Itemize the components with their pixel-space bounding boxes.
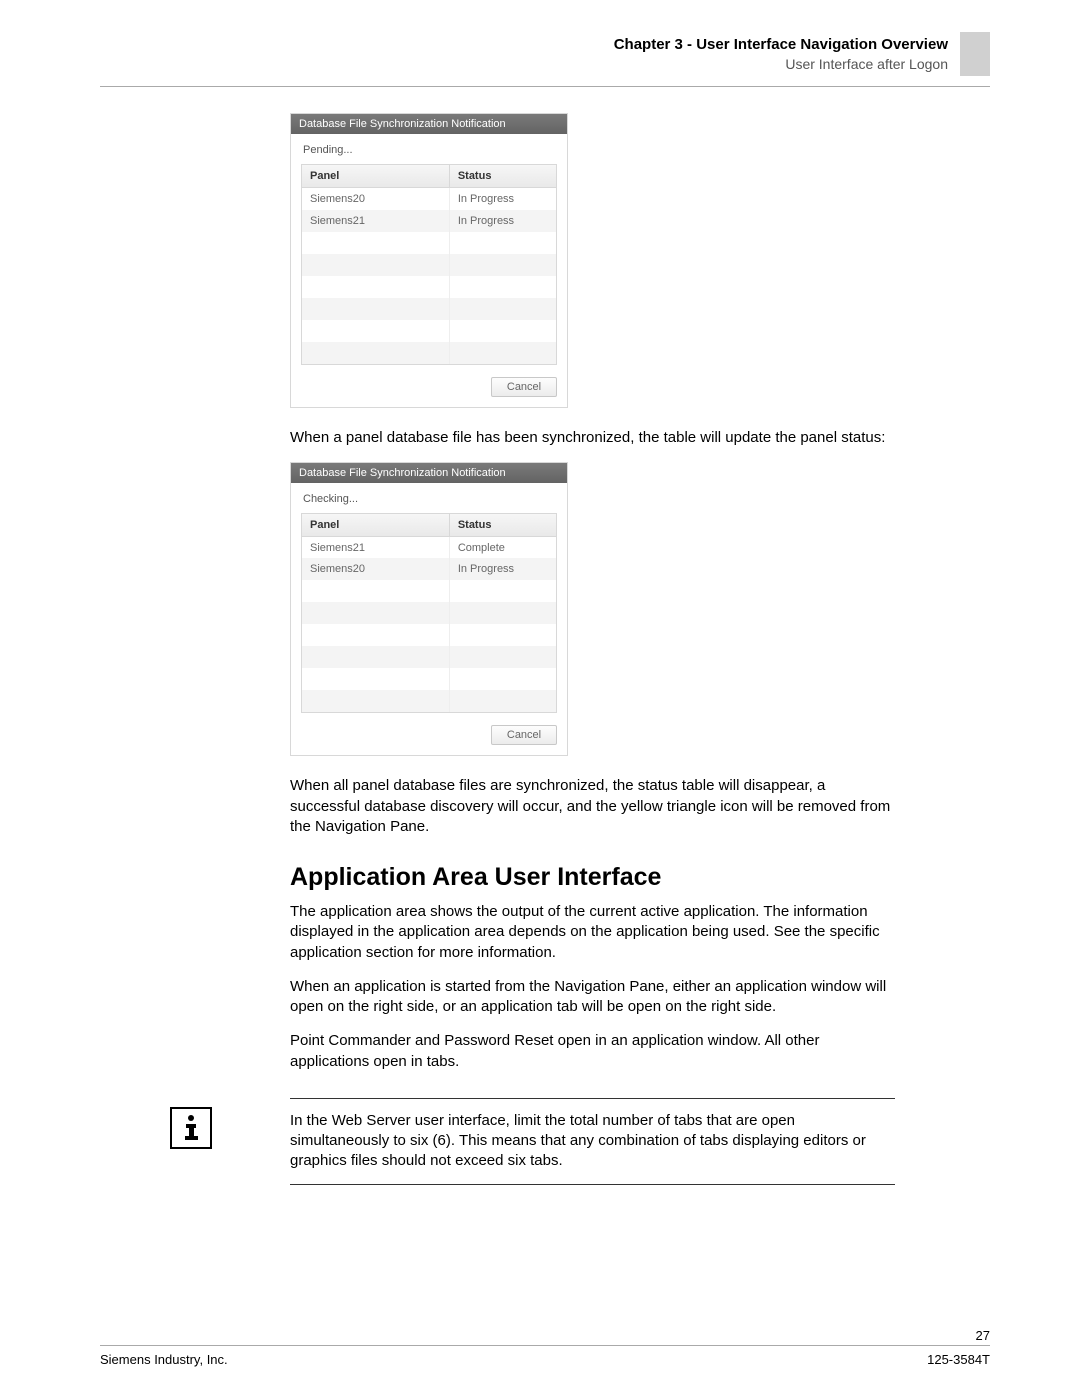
body-paragraph: The application area shows the output of… (290, 902, 895, 963)
table-row (302, 298, 556, 320)
page-header: Chapter 3 - User Interface Navigation Ov… (100, 36, 990, 76)
cell-status: In Progress (449, 558, 556, 580)
cell-panel: Siemens21 (302, 210, 449, 232)
table-row: Siemens21Complete (302, 536, 556, 558)
header-divider (100, 86, 990, 87)
cell-status (449, 254, 556, 276)
section-subtitle: User Interface after Logon (614, 56, 948, 72)
cell-status (449, 276, 556, 298)
table-row (302, 232, 556, 254)
cancel-button[interactable]: Cancel (491, 725, 557, 745)
table-row: Siemens20In Progress (302, 188, 556, 210)
cell-status (449, 232, 556, 254)
cell-panel: Siemens20 (302, 558, 449, 580)
body-paragraph: When a panel database file has been sync… (290, 428, 895, 448)
info-note: In the Web Server user interface, limit … (290, 1098, 895, 1185)
cell-status (449, 602, 556, 624)
col-status: Status (449, 165, 556, 188)
cell-status (449, 624, 556, 646)
dialog-title: Database File Synchronization Notificati… (291, 114, 567, 134)
cell-status: Complete (449, 536, 556, 558)
footer-right: 125-3584T (927, 1352, 990, 1367)
info-icon (170, 1107, 212, 1149)
cell-status (449, 320, 556, 342)
table-row (302, 624, 556, 646)
sync-table: Panel Status Siemens21Complete Siemens20… (301, 513, 557, 714)
table-row (302, 342, 556, 364)
cell-panel (302, 298, 449, 320)
table-row: Siemens21In Progress (302, 210, 556, 232)
cell-panel: Siemens20 (302, 188, 449, 210)
table-row (302, 320, 556, 342)
table-row (302, 690, 556, 712)
cell-panel (302, 254, 449, 276)
cell-panel (302, 690, 449, 712)
body-paragraph: When all panel database files are synchr… (290, 776, 895, 837)
cell-panel: Siemens21 (302, 536, 449, 558)
dialog-title: Database File Synchronization Notificati… (291, 463, 567, 483)
cell-status (449, 646, 556, 668)
cell-panel (302, 320, 449, 342)
cancel-button[interactable]: Cancel (491, 377, 557, 397)
table-row (302, 254, 556, 276)
cell-panel (302, 580, 449, 602)
footer-left: Siemens Industry, Inc. (100, 1352, 228, 1367)
page-footer: 27 Siemens Industry, Inc. 125-3584T (100, 1328, 990, 1367)
page-number: 27 (100, 1328, 990, 1343)
cell-status (449, 668, 556, 690)
body-paragraph: When an application is started from the … (290, 977, 895, 1018)
cell-status: In Progress (449, 188, 556, 210)
footer-divider (100, 1345, 990, 1346)
section-heading: Application Area User Interface (290, 863, 895, 892)
table-row: Siemens20In Progress (302, 558, 556, 580)
cell-panel (302, 646, 449, 668)
page-edge-tab (960, 32, 990, 76)
col-panel: Panel (302, 165, 449, 188)
table-row (302, 602, 556, 624)
cell-status (449, 580, 556, 602)
content-column: Database File Synchronization Notificati… (290, 113, 895, 1185)
table-row (302, 276, 556, 298)
cell-panel (302, 668, 449, 690)
col-status: Status (449, 514, 556, 537)
cell-status: In Progress (449, 210, 556, 232)
sync-table: Panel Status Siemens20In Progress Siemen… (301, 164, 557, 365)
table-row (302, 668, 556, 690)
col-panel: Panel (302, 514, 449, 537)
chapter-title: Chapter 3 - User Interface Navigation Ov… (614, 36, 948, 53)
cell-panel (302, 276, 449, 298)
sync-dialog-pending: Database File Synchronization Notificati… (290, 113, 568, 408)
table-row (302, 646, 556, 668)
note-text: In the Web Server user interface, limit … (290, 1109, 895, 1172)
cell-panel (302, 232, 449, 254)
table-row (302, 580, 556, 602)
cell-panel (302, 342, 449, 364)
cell-status (449, 690, 556, 712)
cell-status (449, 342, 556, 364)
cell-panel (302, 602, 449, 624)
cell-panel (302, 624, 449, 646)
dialog-state-label: Pending... (291, 134, 567, 164)
cell-status (449, 298, 556, 320)
dialog-state-label: Checking... (291, 483, 567, 513)
sync-dialog-checking: Database File Synchronization Notificati… (290, 462, 568, 757)
body-paragraph: Point Commander and Password Reset open … (290, 1031, 895, 1072)
